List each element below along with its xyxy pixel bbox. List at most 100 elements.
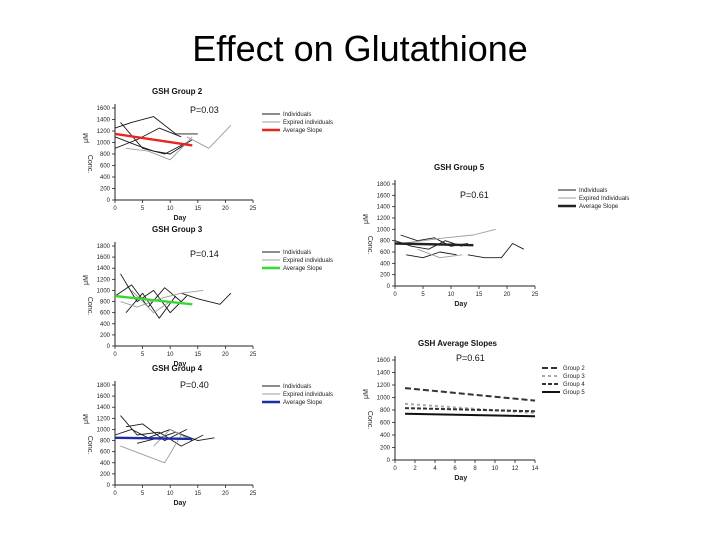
series-line-group-2 bbox=[404, 387, 536, 402]
x-tick-label: 15 bbox=[194, 491, 201, 497]
y-tick-label: 1200 bbox=[97, 416, 111, 422]
y-tick-label: 200 bbox=[380, 273, 391, 279]
legend-label: Group 2 bbox=[563, 366, 585, 372]
series-line-individual bbox=[114, 116, 198, 135]
legend-label: Expired Individuals bbox=[579, 196, 629, 202]
series-line-individual bbox=[114, 136, 193, 155]
x-tick-label: 14 bbox=[532, 466, 539, 472]
chart-gsh-average-slopes: GSH Average SlopesP=0.610200400600800100… bbox=[363, 339, 585, 482]
y-tick-label: 0 bbox=[387, 458, 391, 464]
p-value-label: P=0.14 bbox=[190, 249, 219, 259]
y-tick-label: 800 bbox=[380, 239, 391, 245]
x-tick-label: 15 bbox=[476, 292, 483, 298]
y-tick-label: 1200 bbox=[97, 129, 111, 135]
x-tick-label: 5 bbox=[421, 292, 425, 298]
y-tick-label: 1400 bbox=[377, 205, 391, 211]
p-value-label: P=0.61 bbox=[460, 190, 489, 200]
x-tick-label: 4 bbox=[433, 466, 437, 472]
chart-gsh-group-4: GSH Group 4P=0.4002004006008001000120014… bbox=[83, 364, 333, 507]
y-tick-label: 600 bbox=[380, 250, 391, 256]
x-axis-label: Day bbox=[173, 215, 186, 222]
x-tick-label: 12 bbox=[512, 466, 519, 472]
x-tick-label: 20 bbox=[222, 206, 229, 212]
y-tick-label: 800 bbox=[100, 152, 111, 158]
legend-label: Average Slope bbox=[283, 266, 323, 272]
series-line-individual bbox=[181, 292, 232, 305]
x-axis-label: Day bbox=[454, 475, 467, 482]
y-axis-unit: μM bbox=[83, 275, 90, 285]
x-tick-label: 25 bbox=[250, 206, 257, 212]
y-axis-unit: μM bbox=[83, 414, 90, 424]
x-axis-label: Day bbox=[173, 500, 186, 507]
y-tick-label: 1000 bbox=[377, 227, 391, 233]
series-line-individual bbox=[467, 243, 525, 259]
y-tick-label: 1600 bbox=[377, 358, 391, 364]
chart-title: GSH Group 3 bbox=[152, 225, 203, 234]
y-tick-label: 0 bbox=[107, 344, 111, 350]
series-line-expired bbox=[125, 136, 193, 161]
y-axis-unit: μM bbox=[363, 214, 370, 224]
y-tick-label: 200 bbox=[100, 187, 111, 193]
legend-label: Average Slope bbox=[283, 128, 323, 134]
legend-label: Average Slope bbox=[579, 204, 619, 210]
y-tick-label: 200 bbox=[380, 446, 391, 452]
y-tick-label: 800 bbox=[100, 439, 111, 445]
y-axis-label: Conc. bbox=[86, 436, 93, 454]
p-value-label: P=0.61 bbox=[456, 353, 485, 363]
x-tick-label: 5 bbox=[141, 491, 145, 497]
p-value-label: P=0.03 bbox=[190, 105, 219, 115]
series-line-individual bbox=[125, 423, 188, 442]
series-line-expired bbox=[417, 248, 463, 259]
x-tick-label: 10 bbox=[167, 206, 174, 212]
x-axis-label: Day bbox=[173, 361, 186, 368]
chart-gsh-group-5: GSH Group 5P=0.6102004006008001000120014… bbox=[363, 163, 629, 308]
x-tick-label: 25 bbox=[532, 292, 539, 298]
x-tick-label: 25 bbox=[250, 491, 257, 497]
y-tick-label: 600 bbox=[100, 311, 111, 317]
chart-title: GSH Group 4 bbox=[152, 364, 203, 373]
y-tick-label: 600 bbox=[100, 164, 111, 170]
y-tick-label: 1200 bbox=[377, 216, 391, 222]
series-line-expired bbox=[153, 428, 188, 447]
legend-label: Group 3 bbox=[563, 374, 585, 380]
series-line-average bbox=[114, 132, 193, 147]
x-tick-label: 20 bbox=[504, 292, 511, 298]
legend-label: Group 4 bbox=[563, 382, 585, 388]
x-tick-label: 5 bbox=[141, 206, 145, 212]
y-tick-label: 1000 bbox=[97, 427, 111, 433]
x-axis-label: Day bbox=[454, 301, 467, 308]
x-tick-label: 0 bbox=[393, 466, 397, 472]
y-tick-label: 1400 bbox=[97, 266, 111, 272]
legend-label: Individuals bbox=[283, 250, 311, 256]
y-tick-label: 1600 bbox=[377, 193, 391, 199]
y-tick-label: 400 bbox=[380, 261, 391, 267]
y-tick-label: 1000 bbox=[97, 288, 111, 294]
series-line-expired bbox=[120, 434, 182, 464]
x-tick-label: 0 bbox=[393, 292, 397, 298]
x-tick-label: 5 bbox=[141, 352, 145, 358]
y-tick-label: 400 bbox=[380, 433, 391, 439]
y-axis-label: Conc. bbox=[366, 411, 373, 429]
legend-label: Individuals bbox=[283, 112, 311, 118]
y-tick-label: 1800 bbox=[97, 244, 111, 250]
y-tick-label: 1400 bbox=[97, 118, 111, 124]
x-tick-label: 15 bbox=[194, 206, 201, 212]
x-tick-label: 10 bbox=[492, 466, 499, 472]
series-line-individual bbox=[120, 273, 188, 314]
y-tick-label: 0 bbox=[387, 284, 391, 290]
legend-label: Group 5 bbox=[563, 390, 585, 396]
x-tick-label: 20 bbox=[222, 491, 229, 497]
y-tick-label: 1200 bbox=[377, 383, 391, 389]
series-line-group-5 bbox=[404, 412, 536, 418]
y-tick-label: 200 bbox=[100, 333, 111, 339]
series-line-average bbox=[394, 242, 474, 247]
x-tick-label: 10 bbox=[448, 292, 455, 298]
y-tick-label: 0 bbox=[107, 483, 111, 489]
series-line-expired bbox=[120, 289, 204, 308]
x-tick-label: 0 bbox=[113, 206, 117, 212]
chart-title: GSH Group 2 bbox=[152, 87, 203, 96]
legend-label: Individuals bbox=[579, 188, 607, 194]
x-tick-label: 8 bbox=[473, 466, 477, 472]
y-tick-label: 0 bbox=[107, 198, 111, 204]
y-tick-label: 1400 bbox=[97, 405, 111, 411]
